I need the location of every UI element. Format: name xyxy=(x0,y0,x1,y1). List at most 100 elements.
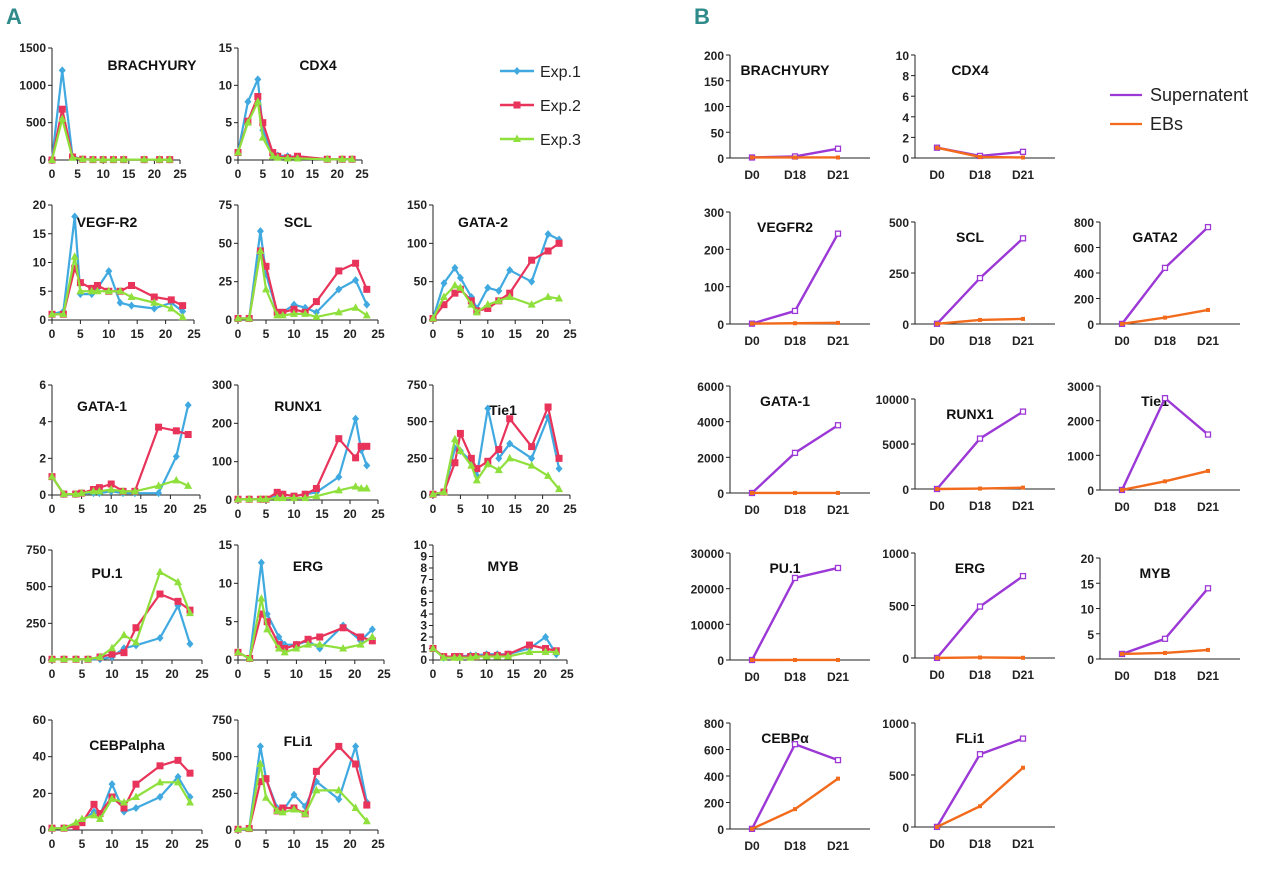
data-point xyxy=(1019,408,1027,415)
chart-b-gata-1: 0 2000 4000 6000 D0 D18 D21 GATA-1 xyxy=(697,380,870,517)
x-tick-label: 10 xyxy=(105,667,119,681)
y-tick-label: 500 xyxy=(889,600,909,614)
chart-b-brachyury: 0 50 100 150 200 D0 D18 D21 BRACHYURY xyxy=(704,49,870,182)
chart-title: RUNX1 xyxy=(274,398,322,414)
data-point xyxy=(304,640,313,648)
legend-label: Exp.1 xyxy=(540,64,581,81)
x-tick-label: 20 xyxy=(159,327,173,341)
data-point xyxy=(107,480,115,488)
chart-title: GATA-1 xyxy=(760,393,810,409)
data-point xyxy=(1163,315,1167,320)
data-point xyxy=(1161,394,1169,402)
data-point xyxy=(245,653,254,662)
data-point xyxy=(186,769,194,777)
y-tick-label: 10 xyxy=(33,256,47,270)
data-point xyxy=(254,75,262,84)
x-tick-label: D0 xyxy=(929,499,945,513)
x-tick-label: 25 xyxy=(193,502,207,516)
y-tick-label: 800 xyxy=(704,717,724,731)
x-tick-label: D0 xyxy=(929,168,945,182)
data-point xyxy=(356,640,365,648)
series-line-exp1 xyxy=(237,745,368,831)
data-point xyxy=(256,494,265,503)
x-tick-label: 5 xyxy=(457,327,464,341)
y-tick-label: 2000 xyxy=(1067,415,1094,429)
x-tick-label: 0 xyxy=(49,167,56,181)
data-point xyxy=(362,816,371,825)
y-tick-label: 7 xyxy=(420,573,427,587)
x-tick-label: D21 xyxy=(1197,669,1219,683)
data-point xyxy=(72,822,80,830)
x-tick-label: 0 xyxy=(235,837,242,851)
data-point xyxy=(316,633,324,641)
x-tick-label: 15 xyxy=(122,167,136,181)
data-point xyxy=(1206,307,1210,312)
data-point xyxy=(76,286,85,295)
data-point xyxy=(245,824,254,832)
x-tick-label: 10 xyxy=(290,667,304,681)
y-tick-label: 250 xyxy=(26,616,46,630)
data-point xyxy=(96,652,104,661)
data-point xyxy=(234,148,242,156)
data-point xyxy=(978,486,982,491)
chart-title: GATA2 xyxy=(1132,229,1178,245)
x-tick-label: 5 xyxy=(79,667,86,681)
y-tick-label: 5 xyxy=(225,615,232,629)
data-point xyxy=(471,652,480,660)
panel-a-label: A xyxy=(6,4,22,29)
data-point xyxy=(1021,765,1025,770)
x-tick-label: 15 xyxy=(315,837,329,851)
data-point xyxy=(555,239,563,247)
data-point xyxy=(150,298,159,306)
data-point xyxy=(1021,655,1025,660)
data-point xyxy=(174,772,182,781)
data-point xyxy=(156,567,164,575)
x-tick-label: D0 xyxy=(744,839,760,853)
y-tick-label: 2000 xyxy=(697,451,724,465)
x-tick-label: 5 xyxy=(264,667,271,681)
chart-title: SCL xyxy=(284,214,312,230)
data-point xyxy=(178,312,187,321)
data-point xyxy=(335,267,343,275)
x-tick-label: 20 xyxy=(148,167,162,181)
series-line-supernatent xyxy=(1121,587,1209,656)
data-point xyxy=(836,490,840,495)
data-point xyxy=(1120,321,1124,326)
data-point xyxy=(273,310,282,319)
series-line-supernatent xyxy=(751,424,839,494)
y-tick-label: 0 xyxy=(39,823,46,837)
chart-title: GATA-2 xyxy=(458,214,508,230)
data-point xyxy=(290,493,298,502)
chart-title: BRACHYURY xyxy=(741,62,831,78)
data-point xyxy=(78,819,86,827)
data-point xyxy=(363,801,371,809)
y-tick-label: 0 xyxy=(225,313,232,327)
y-tick-label: 0 xyxy=(225,493,232,507)
y-tick-label: 0 xyxy=(39,488,46,502)
data-point xyxy=(528,454,536,463)
data-point xyxy=(292,644,301,652)
series-line-exp2 xyxy=(432,242,560,320)
data-point xyxy=(467,461,476,469)
data-point xyxy=(120,649,128,657)
data-point xyxy=(357,484,366,492)
data-point xyxy=(172,452,180,461)
data-point xyxy=(335,795,343,804)
chart-a-erg: 0 5 10 15 0 5 10 15 20 25 ERG xyxy=(219,538,391,681)
x-tick-label: 25 xyxy=(377,667,391,681)
x-tick-label: 5 xyxy=(259,167,266,181)
x-tick-label: D21 xyxy=(1012,334,1034,348)
series-line-exp2 xyxy=(432,405,561,496)
y-tick-label: 0 xyxy=(1087,318,1094,332)
x-tick-label: 0 xyxy=(235,667,242,681)
data-point xyxy=(155,423,163,431)
data-point xyxy=(527,461,536,469)
data-point xyxy=(301,493,310,502)
data-point xyxy=(362,484,371,492)
y-tick-label: 0 xyxy=(225,823,232,837)
y-tick-label: 0 xyxy=(902,152,909,166)
data-point xyxy=(455,653,464,661)
data-point xyxy=(312,785,321,794)
data-point xyxy=(472,475,481,484)
data-point xyxy=(71,264,79,272)
